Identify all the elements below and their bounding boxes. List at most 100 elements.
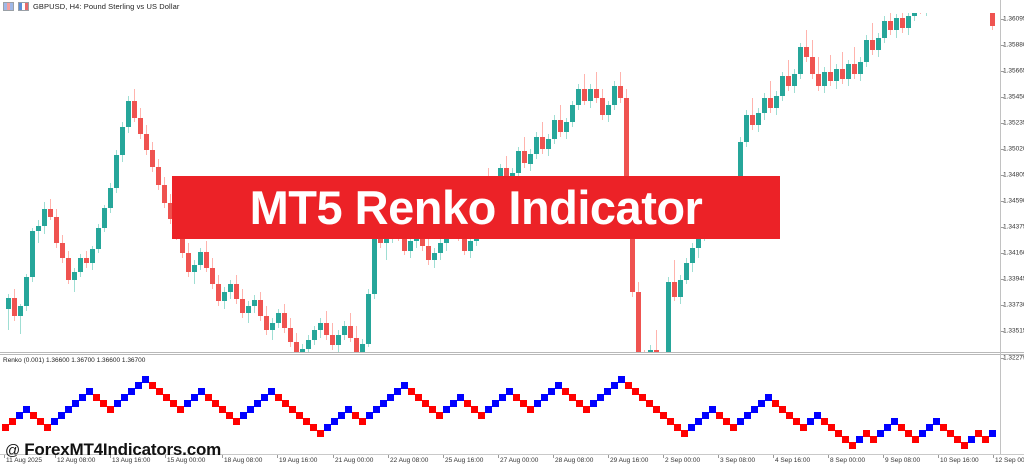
renko-block-up [23, 406, 30, 413]
renko-block-up [331, 418, 338, 425]
renko-block-up [366, 412, 373, 419]
candlestick [816, 13, 821, 352]
candlestick [672, 13, 677, 352]
candlestick [588, 13, 593, 352]
candlestick [300, 13, 305, 352]
candlestick [258, 13, 263, 352]
time-tick-mark [663, 455, 664, 458]
candlestick [756, 13, 761, 352]
price-tick-label: 1.33515 [1003, 327, 1024, 335]
time-tick-label: 11 Aug 2025 [6, 457, 43, 464]
renko-block-up [114, 400, 121, 407]
renko-indicator-pane[interactable] [0, 356, 1000, 454]
renko-block-up [142, 376, 149, 383]
candlestick [990, 13, 995, 352]
renko-block-down [898, 424, 905, 431]
renko-block-down [786, 412, 793, 419]
candlestick [828, 13, 833, 352]
renko-block-down [429, 406, 436, 413]
renko-block-down [93, 394, 100, 401]
renko-block-down [863, 430, 870, 437]
renko-block-up [191, 394, 198, 401]
renko-block-up [884, 424, 891, 431]
renko-block-up [856, 436, 863, 443]
renko-block-down [359, 418, 366, 425]
candlestick [894, 13, 899, 352]
renko-block-down [716, 412, 723, 419]
candlestick [294, 13, 299, 352]
price-tick-mark [1001, 123, 1004, 124]
renko-block-down [982, 436, 989, 443]
candlestick [384, 13, 389, 352]
renko-block-up [751, 406, 758, 413]
candlestick [204, 13, 209, 352]
renko-block-down [954, 436, 961, 443]
candlestick [24, 13, 29, 352]
renko-block-up [198, 388, 205, 395]
renko-block-up [240, 412, 247, 419]
time-tick-mark [277, 455, 278, 458]
renko-block-down [912, 436, 919, 443]
price-axis[interactable]: 1.36095 1.35880 1.35665 1.35450 1.35235 1.350… [1001, 0, 1024, 454]
renko-block-down [310, 424, 317, 431]
time-tick-mark [993, 455, 994, 458]
chart-header: GBPUSD, H4: Pound Sterling vs US Dollar [0, 0, 1024, 13]
renko-block-down [149, 382, 156, 389]
candlestick [90, 13, 95, 352]
renko-block-up [597, 394, 604, 401]
price-tick-mark [1001, 45, 1004, 46]
renko-block-up [695, 418, 702, 425]
chart-icon[interactable] [3, 2, 14, 11]
price-chart-pane[interactable] [0, 13, 1000, 352]
candlestick [618, 13, 623, 352]
time-tick-label: 13 Aug 16:00 [112, 457, 151, 464]
candlestick [12, 13, 17, 352]
renko-block-up [709, 406, 716, 413]
candlestick [984, 13, 989, 352]
candlestick [96, 13, 101, 352]
renko-block-down [156, 388, 163, 395]
time-tick-mark [222, 455, 223, 458]
candlestick [252, 13, 257, 352]
time-tick-label: 9 Sep 08:00 [885, 457, 921, 464]
candlestick [330, 13, 335, 352]
renko-block-down [170, 400, 177, 407]
renko-block-down [667, 418, 674, 425]
candlestick [180, 13, 185, 352]
candlestick [348, 13, 353, 352]
price-tick-label: 1.35450 [1003, 93, 1024, 101]
renko-block-up [506, 388, 513, 395]
candlestick [822, 13, 827, 352]
renko-block-down [422, 400, 429, 407]
candlestick [552, 13, 557, 352]
candlestick [570, 13, 575, 352]
candlestick [750, 13, 755, 352]
renko-block-down [870, 436, 877, 443]
candlestick [972, 13, 977, 352]
candlestick [600, 13, 605, 352]
candlestick [192, 13, 197, 352]
time-tick-mark [498, 455, 499, 458]
candlestick [642, 13, 647, 352]
candlestick-icon[interactable] [18, 2, 29, 11]
candlestick [312, 13, 317, 352]
candlestick [198, 13, 203, 352]
time-tick-label: 25 Aug 16:00 [445, 457, 484, 464]
renko-block-up [65, 406, 72, 413]
candlestick [738, 13, 743, 352]
price-tick-mark [1001, 305, 1004, 306]
time-tick-mark [443, 455, 444, 458]
pane-divider-top [0, 352, 1024, 353]
candlestick [540, 13, 545, 352]
candlestick [888, 13, 893, 352]
time-axis[interactable]: 11 Aug 2025 12 Aug 08:00 13 Aug 16:00 15 Au… [0, 455, 1024, 469]
renko-block-up [79, 394, 86, 401]
candlestick [120, 13, 125, 352]
candlestick [36, 13, 41, 352]
candlestick [582, 13, 587, 352]
candlestick [744, 13, 749, 352]
time-tick-label: 18 Aug 08:00 [224, 457, 263, 464]
renko-block-down [37, 418, 44, 425]
price-tick-mark [1001, 149, 1004, 150]
renko-block-down [205, 394, 212, 401]
